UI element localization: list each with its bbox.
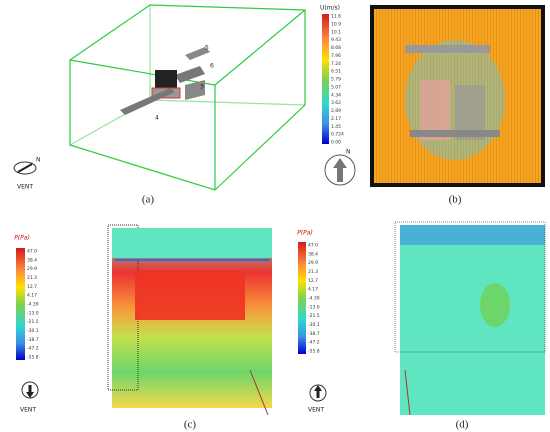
colorbar: [322, 14, 329, 144]
marker: 4: [155, 115, 159, 122]
colorbar-tick-label: -4.39: [308, 296, 320, 302]
colorbar-tick-label: 9.43: [331, 37, 341, 43]
colorbar-tick-label: -38.7: [308, 331, 320, 337]
pressure-image: [107, 224, 272, 416]
colorbar-tick-label: 0.00: [331, 140, 341, 146]
compass-label: N: [36, 157, 41, 164]
vent-label: VENT: [20, 407, 36, 414]
marker: 5: [205, 45, 209, 52]
north-arrow: N: [324, 149, 356, 186]
colorbar-tick-label: 29.9: [27, 266, 37, 272]
arrow-label: N: [346, 149, 351, 156]
colorbar-tick-label: -30.1: [27, 328, 39, 334]
pressure-image: [394, 221, 546, 416]
colorbar-tick-label: 21.3: [27, 275, 37, 281]
colorbar-tick-label: 12.7: [27, 284, 37, 290]
colorbar-tick-label: -47.2: [27, 346, 39, 352]
colorbar-tick-label: 2.17: [331, 116, 341, 122]
compass: N VENT: [13, 157, 41, 191]
vent-arrow: VENT: [308, 384, 327, 414]
colorbar-tick-label: 47.0: [308, 243, 318, 249]
colorbar-tick-label: 4.17: [27, 293, 37, 299]
colorbar-tick-label: 7.24: [331, 61, 341, 67]
colorbar-tick-label: 10.9: [331, 21, 341, 27]
marker: 6: [210, 63, 214, 70]
colorbar-tick-label: -47.2: [308, 340, 320, 346]
colorbar-tick-label: -4.39: [27, 302, 39, 308]
colorbar-tick-label: 12.7: [308, 278, 318, 284]
colorbar-tick-label: 6.51: [331, 69, 341, 75]
colorbar-tick-label: -55.8: [308, 349, 320, 355]
colorbar-tick-label: -21.5: [27, 319, 39, 325]
colorbar-tick-label: 10.1: [331, 29, 341, 35]
colorbar-tick-label: 2.89: [331, 108, 341, 114]
panel-label: (c): [184, 419, 197, 431]
colorbar-tick-label: -13.0: [308, 304, 320, 310]
colorbar-tick-label: 3.62: [331, 100, 341, 106]
colorbar-tick-label: 1.45: [331, 124, 341, 130]
colorbar-tick-label: 7.96: [331, 53, 341, 59]
colorbar-tick-label: 4.17: [308, 287, 318, 293]
colorbar-title: P(Pa): [14, 235, 30, 242]
colorbar-tick-label: -13.0: [27, 310, 39, 316]
vent-label: VENT: [308, 407, 324, 414]
colorbar-tick-label: 8.68: [331, 45, 341, 51]
panel-label: (a): [142, 194, 155, 206]
buildings: 5 6 3 4: [120, 45, 214, 122]
colorbar-tick-label: -21.5: [308, 313, 320, 319]
colorbar-tick-label: -55.8: [27, 355, 39, 361]
colorbar: [298, 242, 306, 354]
colorbar-tick-label: 38.4: [308, 251, 318, 257]
vent-label: VENT: [17, 184, 33, 191]
vent-arrow: VENT: [20, 381, 39, 414]
colorbar-tick-label: 4.34: [331, 92, 341, 98]
colorbar-title: U(m/s): [320, 5, 340, 12]
colorbar-tick-label: -38.7: [27, 337, 39, 343]
colorbar-tick-label: 21.3: [308, 269, 318, 275]
colorbar-tick-label: 0.724: [331, 132, 344, 138]
colorbar-tick-label: 5.79: [331, 77, 341, 83]
colorbar-tick-label: 11.6: [331, 14, 341, 20]
panel-label: (b): [449, 194, 462, 206]
colorbar-title: P(Pa): [297, 230, 313, 237]
colorbar-tick-label: 29.9: [308, 260, 318, 266]
colorbar: [16, 248, 25, 360]
marker: 3: [200, 84, 204, 91]
streamline-image: [370, 5, 545, 187]
panel-label: (d): [456, 419, 469, 431]
colorbar-tick-label: 38.4: [27, 257, 37, 263]
colorbar-tick-label: 47.0: [27, 249, 37, 255]
colorbar-tick-label: -30.1: [308, 322, 320, 328]
colorbar-tick-label: 5.07: [331, 84, 341, 90]
